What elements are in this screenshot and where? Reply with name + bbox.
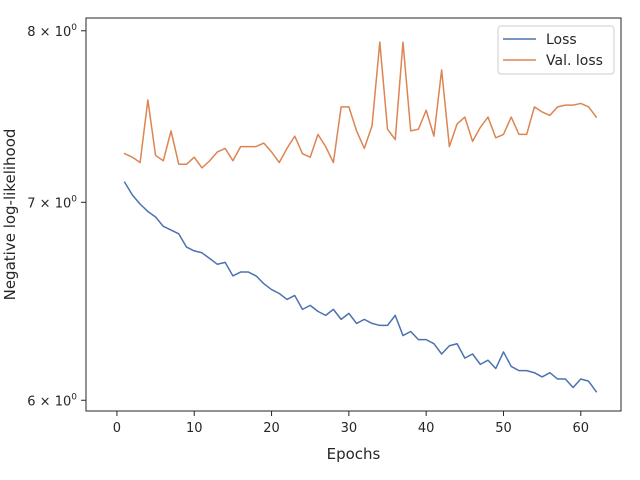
plot-frame xyxy=(85,17,622,412)
y-axis: 6 × 100 7 × 100 8 × 100 xyxy=(27,23,86,409)
legend: Loss Val. loss xyxy=(497,25,615,75)
x-axis: 0 10 20 30 40 50 60 xyxy=(113,411,589,436)
series-line-0 xyxy=(123,181,598,393)
series-layer xyxy=(123,41,598,393)
y-axis-label: Negative log-likelihood xyxy=(1,129,19,301)
x-tick-label: 30 xyxy=(341,421,358,436)
y-tick-label: 6 × 100 xyxy=(27,392,77,409)
y-tick-label: 8 × 100 xyxy=(27,23,77,40)
x-tick-label: 50 xyxy=(495,421,512,436)
x-tick-label: 0 xyxy=(113,421,121,436)
legend-box xyxy=(497,25,615,75)
x-tick-label: 20 xyxy=(263,421,280,436)
series-line-1 xyxy=(123,41,598,169)
plot-area xyxy=(85,17,622,412)
legend-label-0: Loss xyxy=(546,32,577,48)
legend-label-1: Val. loss xyxy=(546,53,603,69)
x-tick-label: 10 xyxy=(186,421,203,436)
y-tick-label: 7 × 100 xyxy=(27,194,77,211)
x-tick-label: 60 xyxy=(573,421,590,436)
x-axis-label: Epochs xyxy=(327,445,381,463)
x-tick-label: 40 xyxy=(418,421,435,436)
